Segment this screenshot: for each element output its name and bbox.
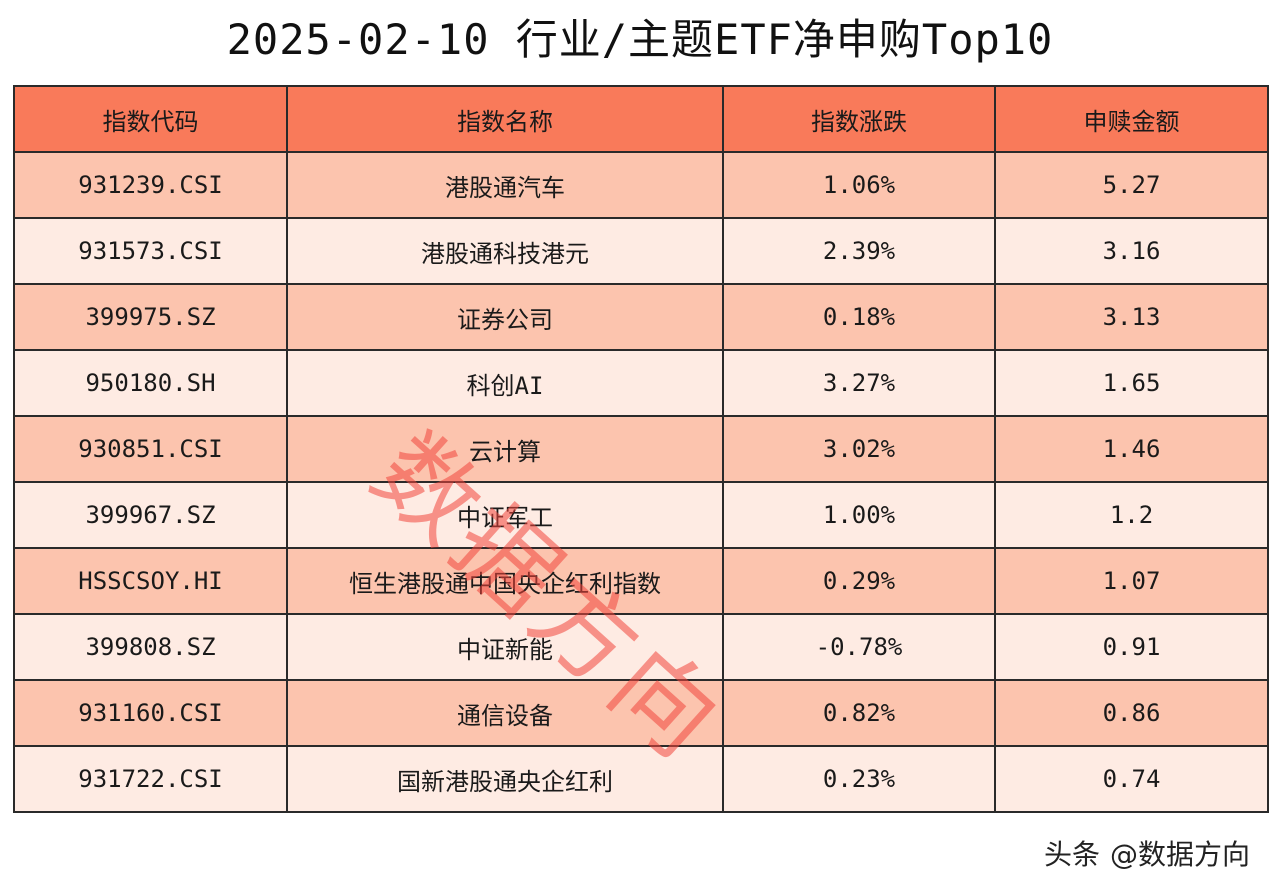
- cell-index-change: 3.02%: [722, 415, 996, 483]
- cell-subscription-amount: 0.74: [994, 745, 1269, 813]
- footer-credit: 头条 @数据方向: [1044, 833, 1250, 877]
- cell-index-change: 0.29%: [722, 547, 996, 615]
- cell-index-name: 港股通汽车: [286, 151, 724, 219]
- etf-table: 指数代码 指数名称 指数涨跌 申赎金额 931239.CSI 港股通汽车 1.0…: [13, 85, 1269, 813]
- header-subscription-amount: 申赎金额: [994, 85, 1269, 153]
- cell-index-change: 0.82%: [722, 679, 996, 747]
- table-row: 931239.CSI 港股通汽车 1.06% 5.27: [13, 151, 1269, 219]
- table-row: 399967.SZ 中证军工 1.00% 1.2: [13, 481, 1269, 549]
- table-row: 931722.CSI 国新港股通央企红利 0.23% 0.74: [13, 745, 1269, 813]
- cell-subscription-amount: 1.2: [994, 481, 1269, 549]
- cell-subscription-amount: 1.46: [994, 415, 1269, 483]
- footer-platform: 头条: [1043, 838, 1100, 871]
- cell-subscription-amount: 5.27: [994, 151, 1269, 219]
- cell-index-name: 科创AI: [286, 349, 724, 417]
- table-header-row: 指数代码 指数名称 指数涨跌 申赎金额: [13, 85, 1269, 153]
- cell-index-change: 0.23%: [722, 745, 996, 813]
- cell-index-change: 1.00%: [722, 481, 996, 549]
- table-row: HSSCSOY.HI 恒生港股通中国央企红利指数 0.29% 1.07: [13, 547, 1269, 615]
- cell-index-code: 931573.CSI: [13, 217, 288, 285]
- cell-index-code: 950180.SH: [13, 349, 288, 417]
- header-index-code: 指数代码: [13, 85, 288, 153]
- table-row: 931160.CSI 通信设备 0.82% 0.86: [13, 679, 1269, 747]
- cell-subscription-amount: 0.91: [994, 613, 1269, 681]
- cell-index-code: 931160.CSI: [13, 679, 288, 747]
- header-index-name: 指数名称: [286, 85, 724, 153]
- table-row: 930851.CSI 云计算 3.02% 1.46: [13, 415, 1269, 483]
- cell-index-name: 中证军工: [286, 481, 724, 549]
- cell-index-change: -0.78%: [722, 613, 996, 681]
- cell-index-name: 云计算: [286, 415, 724, 483]
- cell-subscription-amount: 3.16: [994, 217, 1269, 285]
- cell-subscription-amount: 1.07: [994, 547, 1269, 615]
- cell-index-name: 通信设备: [286, 679, 724, 747]
- footer-account: @数据方向: [1109, 838, 1250, 871]
- page-title: 2025-02-10 行业/主题ETF净申购Top10: [226, 15, 1054, 64]
- table-row: 950180.SH 科创AI 3.27% 1.65: [13, 349, 1269, 417]
- cell-index-change: 1.06%: [722, 151, 996, 219]
- cell-index-code: 931239.CSI: [13, 151, 288, 219]
- cell-index-change: 2.39%: [722, 217, 996, 285]
- cell-index-name: 证券公司: [286, 283, 724, 351]
- cell-index-name: 中证新能: [286, 613, 724, 681]
- table-row: 399975.SZ 证券公司 0.18% 3.13: [13, 283, 1269, 351]
- cell-index-change: 0.18%: [722, 283, 996, 351]
- cell-index-code: 930851.CSI: [13, 415, 288, 483]
- cell-index-code: 399975.SZ: [13, 283, 288, 351]
- cell-index-code: 399808.SZ: [13, 613, 288, 681]
- cell-index-name: 港股通科技港元: [286, 217, 724, 285]
- cell-subscription-amount: 0.86: [994, 679, 1269, 747]
- header-index-change: 指数涨跌: [722, 85, 996, 153]
- table-row: 931573.CSI 港股通科技港元 2.39% 3.16: [13, 217, 1269, 285]
- cell-index-code: 399967.SZ: [13, 481, 288, 549]
- cell-index-name: 恒生港股通中国央企红利指数: [286, 547, 724, 615]
- cell-index-change: 3.27%: [722, 349, 996, 417]
- cell-index-code: HSSCSOY.HI: [13, 547, 288, 615]
- cell-subscription-amount: 1.65: [994, 349, 1269, 417]
- cell-index-name: 国新港股通央企红利: [286, 745, 724, 813]
- cell-index-code: 931722.CSI: [13, 745, 288, 813]
- table-row: 399808.SZ 中证新能 -0.78% 0.91: [13, 613, 1269, 681]
- cell-subscription-amount: 3.13: [994, 283, 1269, 351]
